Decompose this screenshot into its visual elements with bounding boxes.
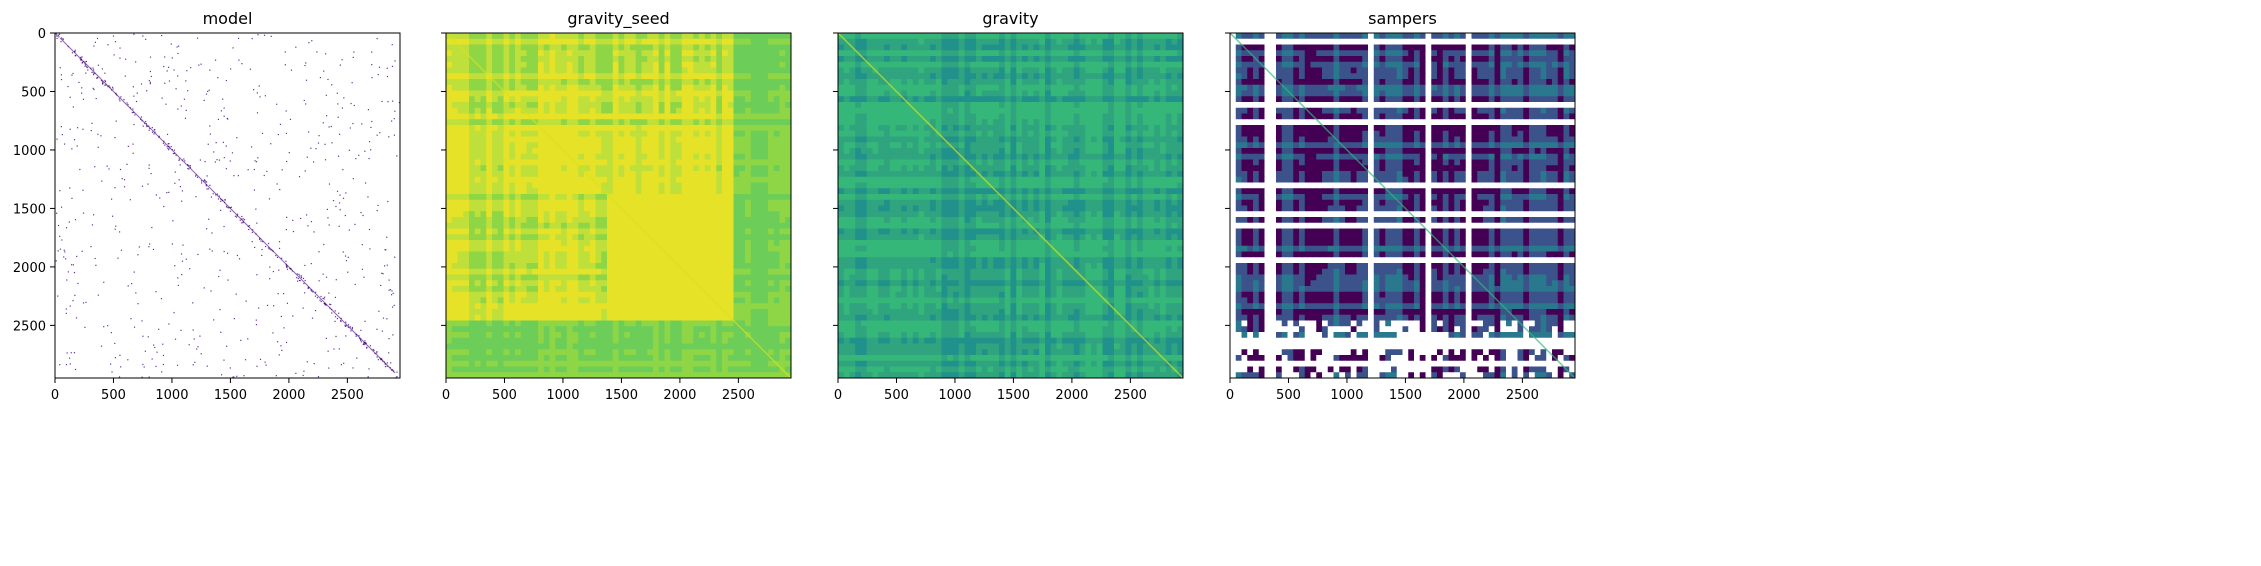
x-tick-label: 500 [1276,388,1301,403]
heatmap-image [1230,33,1576,379]
x-tick-label: 1000 [155,388,188,403]
x-tick-label: 2500 [331,388,364,403]
x-tick-label: 1500 [1389,388,1422,403]
x-tick-label: 500 [492,388,517,403]
y-tick-label: 2500 [13,319,46,334]
y-tick-label: 1000 [13,144,46,159]
x-tick-label: 0 [442,388,450,403]
x-tick-label: 500 [101,388,126,403]
panel-title: gravity_seed [567,9,669,29]
x-tick-label: 2000 [272,388,305,403]
x-tick-label: 1000 [1330,388,1363,403]
x-tick-label: 1500 [605,388,638,403]
x-tick-label: 2000 [663,388,696,403]
y-tick-label: 1500 [13,202,46,217]
heatmap-image [55,30,401,381]
x-tick-label: 2000 [1055,388,1088,403]
x-tick-label: 1000 [546,388,579,403]
panel-title: model [203,9,253,28]
x-tick-label: 0 [51,388,59,403]
panel-gravity: gravity 0 500 1000 1500 2000 2500 [833,9,1184,403]
x-tick-label: 2500 [1506,388,1539,403]
x-tick-label: 1500 [214,388,247,403]
x-tick-label: 1500 [997,388,1030,403]
x-tick-label: 500 [884,388,909,403]
x-tick-label: 2000 [1447,388,1480,403]
panel-title: gravity [982,9,1038,28]
panel-model: model 0 500 1000 1500 2000 2500 0 500 1000 1500 200… [13,9,401,403]
x-tick-label: 2500 [1114,388,1147,403]
y-tick-label: 0 [38,27,46,42]
heatmap-image [446,33,792,379]
y-tick-label: 2000 [13,261,46,276]
panel-gravity-seed: gravity_seed 0 500 1000 1500 2000 2500 [441,9,792,403]
panel-sampers: sampers 0 500 1000 1500 2000 2500 [1225,9,1576,403]
y-tick-label: 500 [21,85,46,100]
x-tick-label: 0 [1226,388,1234,403]
x-tick-label: 0 [834,388,842,403]
x-tick-label: 2500 [722,388,755,403]
panel-title: sampers [1368,9,1437,28]
x-tick-label: 1000 [938,388,971,403]
heatmap-image [838,33,1184,379]
